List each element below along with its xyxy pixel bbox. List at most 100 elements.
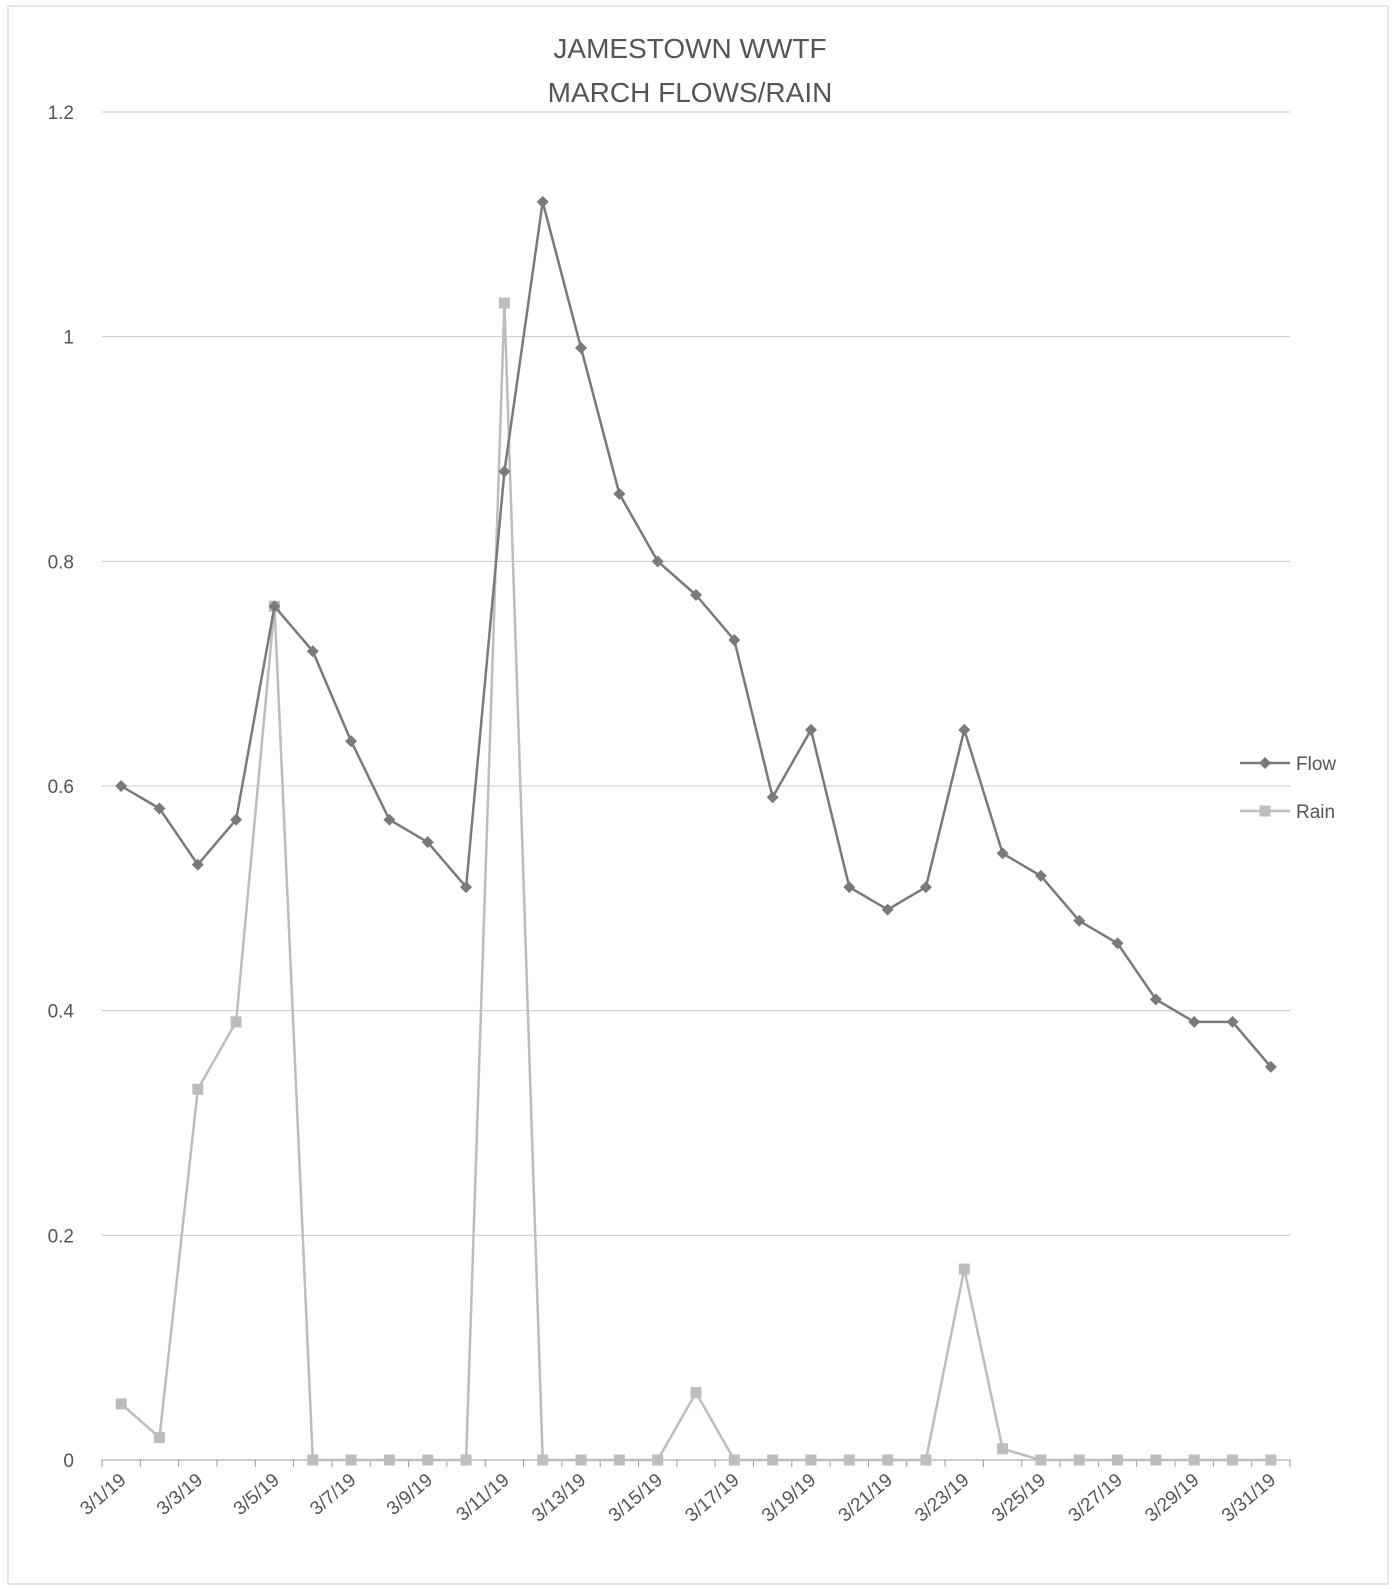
y-tick-label: 0.6	[48, 777, 74, 798]
series	[115, 195, 1277, 1466]
data-point-flow	[498, 465, 511, 478]
data-point-rain	[383, 1454, 395, 1466]
data-point-rain	[1112, 1454, 1124, 1466]
x-tick-label: 3/13/19	[528, 1470, 590, 1527]
x-tick-label: 3/23/19	[911, 1470, 973, 1527]
data-point-rain	[498, 297, 510, 309]
data-point-rain	[307, 1454, 319, 1466]
data-point-rain	[1150, 1454, 1162, 1466]
data-point-flow	[153, 802, 166, 815]
data-point-flow	[345, 735, 358, 748]
data-point-flow	[996, 847, 1009, 860]
data-point-flow	[460, 881, 473, 894]
legend-item-flow: Flow	[1240, 754, 1336, 775]
data-point-flow	[613, 487, 626, 500]
data-point-rain	[1188, 1454, 1200, 1466]
legend: Flow Rain	[1240, 754, 1336, 823]
data-point-flow	[383, 813, 396, 826]
data-point-rain	[920, 1454, 932, 1466]
data-point-flow	[804, 723, 817, 736]
data-point-rain	[575, 1454, 587, 1466]
data-point-rain	[652, 1454, 664, 1466]
legend-marker	[1259, 805, 1271, 817]
data-point-flow	[1149, 993, 1162, 1006]
data-point-flow	[690, 589, 702, 602]
y-tick-label: 0.4	[48, 1002, 75, 1023]
data-point-flow	[191, 858, 204, 871]
y-tick-label: 0.2	[48, 1226, 74, 1247]
data-point-flow	[766, 791, 779, 804]
data-point-flow	[958, 723, 971, 736]
x-tick-label: 3/31/19	[1218, 1470, 1280, 1527]
data-point-rain	[537, 1454, 549, 1466]
data-point-flow	[919, 881, 932, 894]
data-point-rain	[1035, 1454, 1047, 1466]
series-flow	[115, 195, 1277, 1073]
y-tick-label: 0.8	[48, 552, 74, 573]
x-tick-label: 3/7/19	[306, 1470, 360, 1520]
data-point-flow	[1264, 1060, 1277, 1073]
data-point-flow	[268, 600, 281, 613]
data-point-rain	[805, 1454, 817, 1466]
data-point-rain	[460, 1454, 472, 1466]
data-point-rain	[613, 1454, 625, 1466]
legend-marker	[1259, 757, 1271, 769]
data-point-rain	[958, 1263, 970, 1275]
y-tick-label: 1	[63, 328, 74, 349]
x-axis: 3/1/19 3/3/19 3/5/19 3/7/19 3/9/19 3/11/19 3/1…	[76, 1459, 1291, 1527]
chart-title-line-1: JAMESTOWN WWTF	[553, 33, 826, 64]
x-tick-label: 3/29/19	[1141, 1470, 1203, 1527]
data-point-flow	[306, 645, 319, 658]
y-tick-label: 0	[63, 1451, 74, 1472]
series-line-rain	[120, 301, 1271, 1462]
data-point-flow	[230, 813, 243, 826]
data-point-rain	[767, 1454, 779, 1466]
data-point-rain	[882, 1454, 894, 1466]
data-point-flow	[1188, 1015, 1201, 1028]
data-point-rain	[690, 1387, 702, 1399]
data-point-rain	[843, 1454, 855, 1466]
data-point-rain	[153, 1432, 165, 1444]
data-point-rain	[1227, 1454, 1239, 1466]
data-point-rain	[728, 1454, 740, 1466]
x-tick-label: 3/3/19	[153, 1470, 207, 1520]
data-point-rain	[997, 1443, 1009, 1455]
data-point-flow	[575, 341, 588, 354]
x-tick-label: 3/17/19	[681, 1470, 743, 1527]
data-point-rain	[1073, 1454, 1085, 1466]
data-point-rain	[422, 1454, 434, 1466]
data-point-flow	[881, 903, 894, 916]
x-tick-label: 3/27/19	[1065, 1470, 1127, 1527]
data-point-flow	[1034, 869, 1047, 882]
series-line-flow	[120, 200, 1272, 1068]
legend-item-rain: Rain	[1240, 802, 1335, 823]
data-point-flow	[115, 780, 128, 792]
x-tick-label: 3/5/19	[230, 1470, 284, 1520]
data-point-flow	[843, 881, 856, 894]
chart-frame	[7, 5, 1389, 1585]
x-tick-label: 3/9/19	[383, 1470, 437, 1520]
data-point-rain	[1265, 1454, 1277, 1466]
data-point-flow	[1111, 937, 1124, 950]
chart-title-line-2: MARCH FLOWS/RAIN	[548, 77, 833, 108]
x-tick-label: 3/11/19	[453, 1470, 514, 1526]
gridlines	[102, 111, 1290, 1236]
y-axis-tick-labels: 0 0.2 0.4 0.6 0.8 1 1.2	[48, 103, 75, 1472]
series-rain	[115, 297, 1277, 1466]
legend-label: Rain	[1296, 802, 1335, 823]
data-point-flow	[536, 195, 549, 208]
data-point-rain	[115, 1398, 127, 1410]
x-tick-label: 3/1/19	[76, 1470, 130, 1520]
data-point-rain	[230, 1016, 242, 1028]
x-tick-label: 3/15/19	[605, 1470, 667, 1527]
x-tick-label: 3/21/19	[835, 1470, 897, 1527]
data-point-rain	[345, 1454, 357, 1466]
data-point-rain	[192, 1083, 204, 1095]
data-point-flow	[651, 555, 664, 568]
data-point-flow	[1073, 914, 1086, 927]
x-tick-label: 3/19/19	[758, 1470, 820, 1527]
legend-label: Flow	[1296, 754, 1336, 775]
y-tick-label: 1.2	[48, 103, 74, 124]
